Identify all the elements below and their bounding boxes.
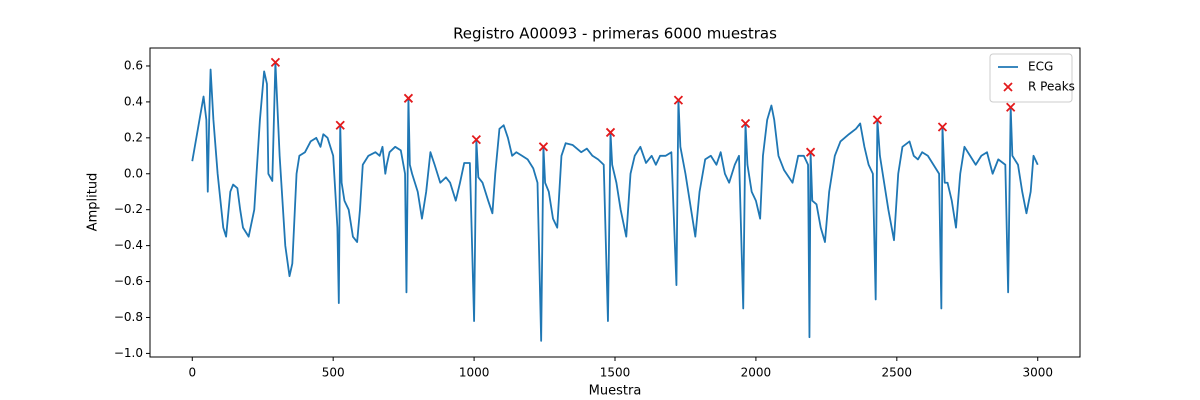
y-tick-label: −0.2	[114, 202, 143, 216]
y-tick-label: −0.4	[114, 238, 143, 252]
r-peak-marker	[1006, 102, 1016, 112]
legend-label: R Peaks	[1028, 80, 1075, 94]
y-tick-label: −1.0	[114, 346, 143, 360]
axes-frame	[149, 47, 1081, 358]
r-peak-marker	[270, 57, 281, 68]
x-axis-label: Muestra	[589, 384, 642, 399]
y-tick-label: 0.6	[124, 58, 143, 72]
ecg-line	[191, 61, 1039, 342]
y-tick-label: 0.0	[124, 166, 143, 180]
r-peak-marker	[805, 147, 816, 157]
r-peak-marker	[538, 142, 549, 152]
r-peak-marker	[471, 134, 481, 145]
legend-swatch	[1003, 82, 1013, 92]
y-tick-label: 0.4	[124, 94, 143, 108]
y-tick-label: −0.8	[114, 310, 143, 324]
r-peak-marker	[605, 127, 616, 138]
y-tick-label: 0.2	[124, 130, 143, 144]
r-peak-marker	[872, 115, 883, 125]
x-tick-label: 2000	[741, 366, 772, 380]
y-tick-label: −0.6	[114, 274, 143, 288]
x-tick-label: 1000	[459, 366, 490, 380]
r-peak-marker	[335, 120, 345, 130]
x-tick-label: 1500	[600, 366, 631, 380]
r-peak-marker	[937, 122, 948, 132]
legend-label: ECG	[1028, 60, 1053, 74]
r-peak-marker	[740, 118, 751, 129]
chart-title: Registro A00093 - primeras 6000 muestras	[453, 25, 777, 43]
r-peak-marker	[403, 93, 414, 103]
y-axis-label: Amplitud	[86, 173, 101, 232]
x-tick-label: 0	[188, 366, 196, 380]
x-tick-label: 3000	[1022, 366, 1053, 380]
legend: ECG R Peaks	[989, 53, 1075, 103]
x-tick-label: 500	[322, 366, 345, 380]
r-peak-marker	[673, 95, 684, 105]
x-tick-label: 2500	[882, 366, 913, 380]
